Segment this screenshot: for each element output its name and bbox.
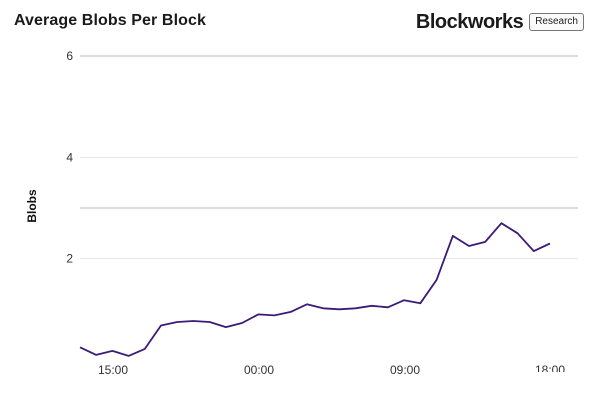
grid-lines — [80, 55, 578, 260]
data-point — [515, 231, 520, 236]
x-tick-label: 00:00 — [244, 363, 274, 377]
y-tick-label: 4 — [66, 150, 73, 164]
data-point — [402, 298, 407, 303]
data-point — [78, 345, 83, 350]
data-point — [191, 318, 196, 323]
data-point — [175, 320, 180, 325]
data-point — [126, 353, 131, 358]
series-group — [78, 221, 553, 358]
data-point — [207, 320, 212, 325]
data-point — [223, 325, 228, 330]
data-point — [256, 312, 261, 317]
data-point — [240, 321, 245, 326]
data-point — [466, 244, 471, 249]
data-point — [321, 306, 326, 311]
data-point — [272, 313, 277, 318]
data-point — [288, 309, 293, 314]
data-point — [159, 323, 164, 328]
y-axis-label: Blobs — [25, 189, 39, 223]
x-axis-ticks: 15:00 00:00 09:00 18:00 — [98, 363, 565, 377]
data-point — [483, 239, 488, 244]
series-line — [79, 222, 551, 357]
x-tick-label: 09:00 — [390, 363, 420, 377]
y-axis-ticks: 2 4 6 — [66, 49, 73, 266]
data-point — [548, 241, 553, 246]
data-point — [531, 249, 536, 254]
data-point — [337, 307, 342, 312]
y-tick-label: 6 — [66, 49, 73, 63]
data-point — [304, 302, 309, 307]
y-tick-label: 2 — [66, 252, 73, 266]
data-point — [94, 352, 99, 357]
chart-title: Average Blobs Per Block — [14, 12, 207, 29]
bottom-overlay — [480, 372, 600, 408]
data-point — [450, 233, 455, 238]
data-point — [142, 346, 147, 351]
data-point — [353, 306, 358, 311]
x-tick-label: 15:00 — [98, 363, 128, 377]
data-point — [434, 277, 439, 282]
data-point — [369, 303, 374, 308]
data-point — [110, 348, 115, 353]
brand: Blockworks Research — [416, 10, 584, 34]
brand-logo: Blockworks — [415, 10, 524, 33]
data-point — [418, 301, 423, 306]
brand-research-badge: Research — [529, 13, 584, 31]
data-point — [385, 305, 390, 310]
data-point — [499, 221, 504, 226]
